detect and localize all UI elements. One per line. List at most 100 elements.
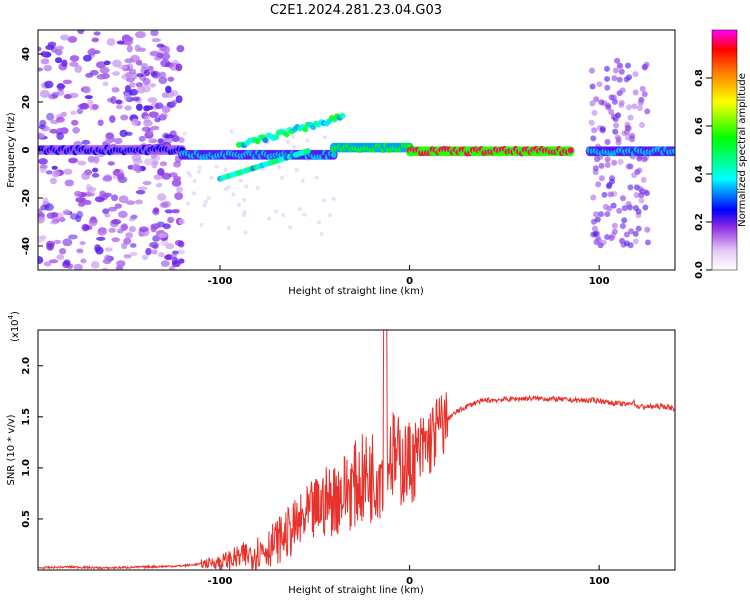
heatmap-cell — [141, 126, 151, 132]
heatmap-cell — [635, 225, 642, 232]
heatmap-cell — [83, 225, 93, 231]
heatmap-cell — [131, 72, 138, 80]
heatmap-cell — [97, 119, 104, 126]
heatmap-cell — [203, 199, 208, 204]
colorbar-tick-label: 0.4 — [694, 165, 705, 183]
heatmap-cell — [632, 230, 639, 237]
heatmap-cell — [156, 193, 167, 201]
heatmap-cell — [605, 104, 612, 111]
heatmap-cell — [56, 132, 64, 141]
heatmap-cell — [120, 223, 129, 231]
heatmap-cell — [601, 191, 608, 198]
heatmap-cell — [567, 147, 574, 154]
heatmap-cell — [111, 86, 120, 93]
heatmap-cell — [624, 62, 631, 69]
heatmap-cell — [164, 134, 174, 139]
heatmap-cell — [93, 31, 101, 36]
heatmap-cell — [49, 128, 58, 134]
colorbar-label: Normalized spectral amplitude — [737, 73, 748, 227]
heatmap-cell — [627, 114, 634, 121]
heatmap-cell — [642, 204, 649, 211]
heatmap-cell — [197, 169, 202, 174]
heatmap-cell — [140, 85, 151, 93]
heatmap-cell — [158, 252, 165, 258]
heatmap-cell — [97, 228, 107, 236]
heatmap-cell — [619, 87, 626, 94]
heatmap-cell — [593, 96, 600, 103]
heatmap-cell — [147, 65, 154, 71]
heatmap-cell — [106, 38, 116, 46]
heatmap-cell — [77, 30, 85, 35]
heatmap-cell — [643, 190, 650, 197]
heatmap-cell — [595, 236, 602, 243]
heatmap-cell — [114, 137, 123, 145]
heatmap-cell — [40, 58, 50, 65]
heatmap-cell — [131, 118, 139, 126]
heatmap-cell — [231, 192, 236, 197]
heatmap-cell — [155, 182, 163, 188]
heatmap-cell — [178, 218, 185, 225]
heatmap-cell — [188, 173, 193, 178]
top-y-label: Frequency (Hz) — [6, 112, 17, 188]
heatmap-cell — [291, 144, 296, 149]
heatmap-cell — [185, 201, 190, 206]
heatmap-cell — [111, 237, 120, 243]
heatmap-cell — [178, 137, 185, 144]
heatmap-cell — [589, 100, 596, 107]
heatmap-cell — [619, 223, 626, 230]
heatmap-cell — [66, 263, 74, 269]
heatmap-cell — [82, 54, 92, 62]
heatmap-cell — [588, 67, 595, 74]
heatmap-cell — [42, 197, 49, 205]
heatmap-cell — [592, 165, 599, 172]
heatmap-cell — [76, 210, 84, 219]
top-x-tick-label: -100 — [207, 276, 232, 287]
heatmap-cell — [111, 218, 122, 225]
heatmap-cell — [328, 213, 333, 218]
heatmap-cell — [604, 75, 611, 82]
heatmap-cell — [621, 205, 628, 212]
heatmap-cell — [638, 192, 645, 199]
heatmap-cell — [143, 69, 151, 77]
heatmap-cell — [157, 168, 165, 177]
heatmap-cell — [150, 125, 160, 131]
top-x-tick-label: 0 — [406, 276, 413, 287]
heatmap-cell — [43, 261, 52, 267]
heatmap-cell — [51, 170, 60, 178]
heatmap-cell — [137, 186, 148, 191]
heatmap-cell — [242, 197, 247, 202]
heatmap-cell — [142, 254, 149, 261]
heatmap-cell — [128, 88, 139, 96]
heatmap-cell — [112, 71, 120, 76]
heatmap-cell — [38, 256, 44, 264]
heatmap-cell — [197, 165, 202, 170]
heatmap-cell — [83, 85, 92, 94]
heatmap-cell — [167, 216, 175, 224]
heatmap-cell — [129, 68, 137, 75]
heatmap-cell — [631, 103, 638, 110]
heatmap-cell — [121, 73, 132, 80]
heatmap-cell — [636, 105, 643, 112]
heatmap-cell — [161, 172, 172, 180]
bottom-x-tick-label: -100 — [207, 576, 232, 587]
heatmap-cell — [611, 159, 618, 166]
heatmap-cell — [288, 225, 293, 230]
heatmap-cell — [150, 249, 158, 255]
heatmap-cell — [314, 175, 319, 180]
heatmap-cell — [145, 247, 152, 256]
heatmap-cell — [38, 216, 45, 224]
heatmap-cell — [591, 225, 598, 232]
heatmap-cell — [125, 200, 136, 205]
heatmap-cell — [304, 147, 311, 154]
heatmap-cell — [167, 76, 175, 82]
heatmap-cell — [76, 248, 84, 254]
heatmap-cell — [51, 91, 59, 99]
heatmap-cell — [590, 135, 597, 142]
heatmap-cell — [91, 37, 100, 43]
heatmap-cell — [273, 134, 280, 141]
heatmap-cell — [594, 216, 601, 223]
heatmap-cell — [54, 57, 63, 64]
heatmap-cell — [300, 178, 305, 183]
heatmap-cell — [128, 81, 136, 88]
heatmap-cell — [130, 54, 140, 63]
